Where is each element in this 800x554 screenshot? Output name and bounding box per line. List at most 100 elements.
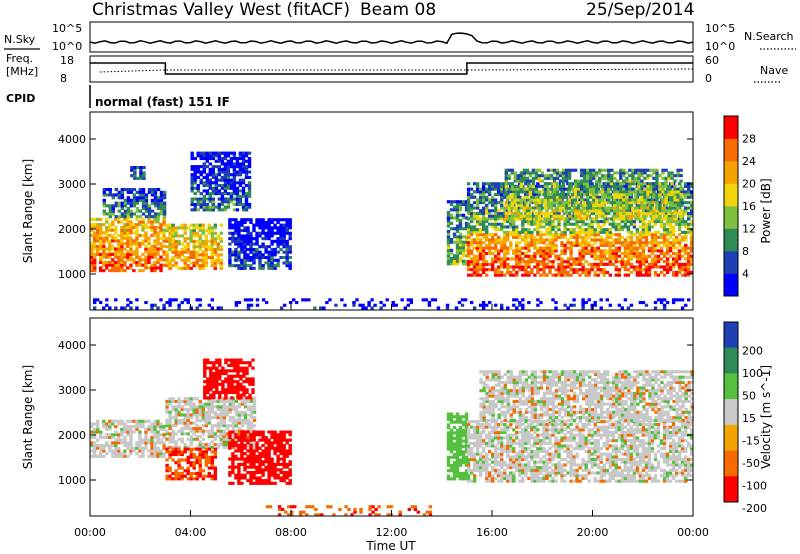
heatmap-cell (180, 405, 184, 409)
heatmap-cell (628, 193, 632, 197)
heatmap-cell (542, 260, 546, 264)
heatmap-cell (653, 222, 658, 226)
heatmap-cell (690, 190, 694, 194)
heatmap-cell (516, 187, 520, 191)
heatmap-cell (129, 306, 133, 310)
heatmap-cell (668, 214, 673, 218)
heatmap-cell (524, 265, 528, 269)
heatmap-cell (195, 413, 199, 417)
heatmap-cell (626, 241, 631, 245)
heatmap-cell (687, 222, 691, 226)
heatmap-cell (129, 228, 133, 232)
heatmap-cell (120, 247, 124, 251)
heatmap-cell (207, 247, 211, 251)
heatmap-cell (243, 237, 247, 241)
heatmap-cell (132, 201, 137, 205)
heatmap-cell (171, 416, 175, 420)
heatmap-cell (223, 208, 228, 212)
heatmap-cell (222, 405, 227, 409)
heatmap-cell (478, 209, 483, 213)
heatmap-cell (563, 303, 567, 307)
heatmap-cell (105, 266, 109, 270)
heatmap-cell (581, 306, 585, 310)
heatmap-cell (673, 206, 677, 210)
heatmap-cell (491, 182, 495, 186)
heatmap-cell (521, 222, 525, 226)
heatmap-cell (497, 182, 501, 186)
heatmap-cell (619, 190, 623, 194)
heatmap-cell (147, 252, 151, 256)
heatmap-cell (90, 247, 94, 251)
heatmap-cell (584, 235, 588, 239)
heatmap-cell (628, 206, 632, 210)
heatmap-cell (129, 258, 133, 262)
heatmap-cell (548, 225, 552, 229)
heatmap-cell (156, 233, 160, 237)
heatmap-cell (513, 187, 517, 191)
heatmap-cell (494, 198, 498, 202)
heatmap-cell (231, 405, 236, 409)
heatmap-cell (552, 179, 557, 183)
heatmap-cell (141, 419, 145, 423)
heatmap-cell (135, 209, 140, 213)
heatmap-cell (684, 249, 688, 253)
heatmap-cell (219, 424, 223, 428)
heatmap-cell (273, 239, 277, 243)
heatmap-cell (601, 211, 605, 215)
heatmap-cell (159, 244, 163, 248)
heatmap-cell (466, 190, 471, 194)
heatmap-cell (605, 243, 609, 247)
heatmap-cell (114, 452, 118, 456)
heatmap-cell (687, 254, 691, 258)
heatmap-cell (168, 437, 172, 441)
heatmap-cell (446, 200, 451, 204)
heatmap-cell (458, 208, 463, 212)
heatmap-cell (485, 233, 489, 237)
heatmap-cell (641, 251, 646, 255)
heatmap-cell (569, 246, 573, 250)
heatmap-cell (608, 260, 612, 264)
heatmap-cell (466, 228, 471, 232)
heatmap-cell (589, 176, 593, 180)
heatmap-cell (661, 168, 665, 172)
heatmap-cell (602, 273, 606, 277)
heatmap-cell (537, 203, 542, 207)
heatmap-cell (524, 268, 528, 272)
heatmap-cell (141, 449, 145, 453)
heatmap-cell (328, 298, 332, 302)
heatmap-cell (551, 298, 555, 302)
heatmap-cell (217, 157, 221, 161)
heatmap-cell (560, 249, 564, 253)
heatmap-cell (592, 209, 596, 213)
heatmap-cell (231, 253, 235, 257)
heatmap-cell (481, 268, 486, 272)
heatmap-cell (111, 435, 115, 439)
heatmap-cell (598, 203, 602, 207)
heatmap-cell (138, 435, 142, 439)
heatmap-cell (590, 243, 594, 247)
heatmap-cell (186, 245, 190, 249)
heatmap-cell (144, 244, 148, 248)
heatmap-cell (192, 234, 196, 238)
heatmap-cell (573, 201, 578, 205)
heatmap-cell (540, 174, 545, 178)
heatmap-cell (193, 181, 197, 185)
heatmap-cell (551, 265, 555, 269)
heatmap-cell (522, 195, 527, 199)
heatmap-cell (213, 405, 217, 409)
heatmap-cell (156, 260, 160, 264)
heatmap-cell (593, 273, 597, 277)
heatmap-cell (114, 250, 118, 254)
heatmap-cell (168, 402, 172, 406)
cpid-label: CPID (6, 92, 35, 105)
heatmap-cell (117, 266, 121, 270)
heatmap-cell (196, 154, 200, 158)
heatmap-cell (584, 230, 588, 234)
heatmap-cell (614, 268, 618, 272)
heatmap-cell (135, 217, 139, 221)
heatmap-cell (279, 256, 283, 260)
heatmap-cell (513, 179, 517, 183)
heatmap-cell (211, 208, 215, 212)
heatmap-cell (207, 303, 211, 307)
